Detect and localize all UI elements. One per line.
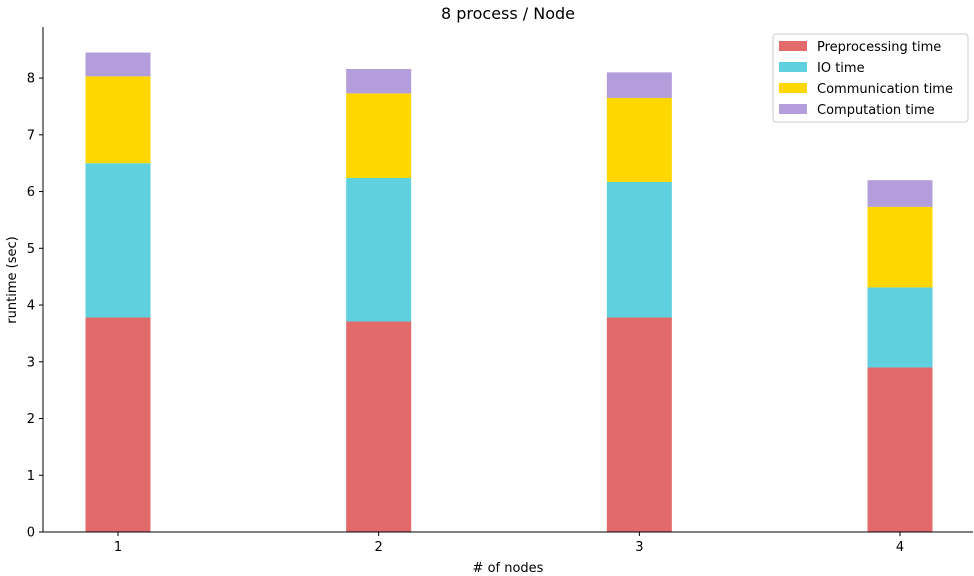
y-tick-label: 0 (27, 526, 35, 541)
axes-group (42, 27, 973, 533)
bar-4-series-3 (867, 180, 933, 207)
bar-1-series-3 (85, 52, 151, 77)
y-tick-label: 1 (27, 469, 35, 484)
y-ticks-group: 0 1 2 3 4 5 6 7 8 (27, 72, 43, 541)
x-tick-label: 3 (635, 540, 643, 555)
y-tick-label: 8 (27, 72, 35, 87)
legend-frame (772, 33, 969, 123)
y-tick-label: 7 (27, 128, 35, 143)
y-tick-label: 3 (27, 355, 35, 370)
legend-entry-label: IO time (817, 61, 865, 76)
x-tick-label: 4 (896, 540, 904, 555)
y-axis-label: runtime (sec) (5, 236, 20, 323)
bar-1-series-2 (85, 76, 151, 164)
legend-swatch (779, 104, 807, 114)
bar-3-series-1 (606, 181, 672, 318)
bar-3-series-2 (606, 97, 672, 182)
legend-swatch (779, 41, 807, 51)
x-tick-label: 2 (375, 540, 383, 555)
bar-2-series-3 (346, 68, 412, 94)
x-tick-label: 1 (114, 540, 122, 555)
bar-2-series-0 (346, 321, 412, 532)
legend-swatch (779, 83, 807, 93)
legend-entry-label: Computation time (817, 103, 935, 118)
bar-1-series-1 (85, 163, 151, 318)
bar-4-series-2 (867, 206, 933, 288)
y-tick-label: 4 (27, 299, 35, 314)
legend-entry-label: Preprocessing time (817, 40, 941, 55)
bar-3-series-0 (606, 317, 672, 532)
bar-4-series-1 (867, 287, 933, 368)
bar-3-series-3 (606, 72, 672, 98)
legend-swatch (779, 62, 807, 72)
y-tick-label: 5 (27, 242, 35, 257)
chart-title: 8 process / Node (441, 4, 575, 23)
legend: Preprocessing time IO time Communication t… (772, 33, 969, 123)
y-tick-label: 6 (27, 185, 35, 200)
bar-4-series-0 (867, 367, 933, 532)
bar-1-series-0 (85, 317, 151, 532)
bar-2-series-2 (346, 93, 412, 178)
bar-2-series-1 (346, 177, 412, 322)
legend-entry-label: Communication time (817, 82, 953, 97)
y-tick-label: 2 (27, 412, 35, 427)
x-axis-label: # of nodes (473, 561, 544, 576)
bars-group (85, 52, 933, 532)
x-ticks-group: 1 2 3 4 (114, 532, 904, 555)
